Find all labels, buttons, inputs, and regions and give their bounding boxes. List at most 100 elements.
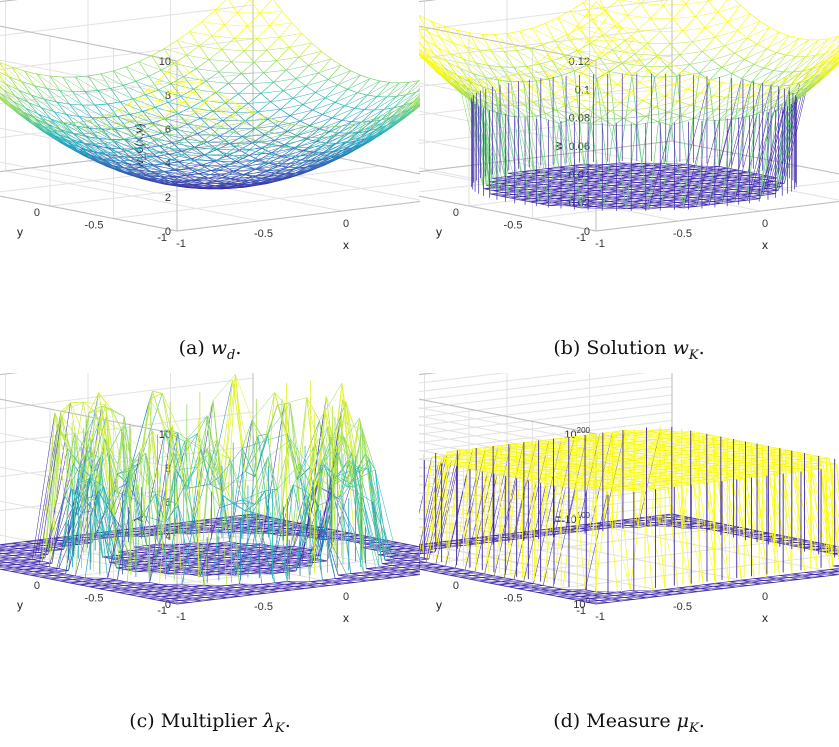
- mesh-edge: [710, 79, 723, 84]
- mesh-edge: [12, 555, 23, 558]
- mesh-edge: [443, 25, 454, 44]
- mesh-edge: [5, 549, 16, 553]
- mesh-edge: [354, 120, 368, 125]
- mesh-edge: [626, 206, 639, 210]
- mesh-edge: [548, 123, 560, 206]
- mesh-edge: [543, 98, 566, 106]
- mesh-edge: [229, 142, 253, 144]
- mesh-edge: [120, 160, 134, 169]
- mesh-edge: [174, 129, 185, 140]
- z-gridline: [419, 0, 671, 90]
- mesh-edge: [513, 105, 527, 118]
- mesh-edge: [147, 89, 171, 93]
- mesh-edge: [94, 143, 118, 153]
- mesh-edge: [155, 101, 169, 108]
- mesh-edge: [49, 120, 60, 123]
- mesh-edge: [676, 202, 687, 205]
- mesh-edge: [690, 104, 704, 109]
- mesh-edge: [734, 0, 741, 6]
- mesh-edge: [419, 53, 443, 75]
- mesh-edge: [82, 539, 95, 542]
- mesh-edge: [595, 1, 609, 16]
- mesh-edge: [600, 117, 614, 126]
- mesh-edge: [49, 75, 60, 91]
- mesh-edge: [452, 80, 466, 94]
- mesh-edge: [319, 136, 333, 139]
- mesh-edge: [18, 89, 29, 103]
- mesh-edge: [671, 168, 681, 172]
- mesh-edge: [814, 52, 838, 75]
- mesh-edge: [631, 189, 641, 192]
- mesh-edge: [424, 39, 438, 48]
- mesh-edge: [817, 57, 839, 78]
- mesh-edge: [519, 199, 530, 203]
- mesh-edge: [360, 122, 384, 138]
- mesh-edge: [98, 392, 112, 410]
- mesh-edge: [640, 0, 645, 4]
- z-gridline: [419, 83, 673, 175]
- mesh-edge: [720, 190, 731, 194]
- mesh-edge: [538, 189, 552, 192]
- mesh-edge: [556, 46, 570, 61]
- mesh-edge: [665, 174, 678, 177]
- mesh-edge: [478, 79, 502, 94]
- x-tick-label: -0.5: [254, 601, 273, 613]
- mesh-edge: [607, 176, 618, 180]
- mesh-edge: [256, 38, 267, 51]
- mesh-edge: [195, 109, 219, 112]
- mesh-edge: [229, 157, 240, 165]
- mesh-edge: [15, 550, 29, 553]
- mesh-edge: [211, 134, 224, 142]
- mesh-edge: [503, 51, 527, 67]
- mesh-edge: [406, 91, 417, 96]
- mesh-edge: [536, 115, 559, 124]
- mesh-edge: [419, 14, 432, 22]
- mesh-edge: [665, 175, 676, 179]
- mesh-edge: [706, 109, 717, 121]
- mesh-edge: [251, 182, 264, 185]
- mesh-edge: [740, 4, 751, 15]
- mesh-edge: [798, 38, 809, 41]
- mesh-edge: [97, 90, 121, 103]
- mesh-edge: [155, 429, 166, 536]
- mesh-edge: [110, 160, 124, 168]
- z-axis-label: w: [551, 141, 565, 151]
- mesh-edge: [220, 122, 244, 127]
- mesh-edge: [243, 50, 255, 63]
- mesh-edge: [292, 97, 304, 105]
- mesh-edge: [830, 57, 839, 69]
- mesh-edge: [230, 174, 244, 179]
- mesh-edge: [696, 119, 707, 207]
- mesh-edge: [488, 79, 502, 94]
- mesh-edge: [550, 187, 564, 191]
- mesh-edge: [662, 179, 673, 182]
- mesh-edge: [734, 43, 758, 54]
- mesh-edge: [59, 90, 73, 92]
- mesh-edge: [690, 95, 714, 106]
- mesh-edge: [203, 530, 216, 533]
- mesh-edge: [462, 58, 474, 74]
- mesh-edge: [98, 392, 109, 454]
- mesh-edge: [123, 139, 135, 150]
- z-tick-label: 0: [584, 226, 590, 238]
- mesh-edge: [763, 81, 774, 95]
- mesh-edge: [113, 66, 127, 72]
- mesh-edge: [137, 97, 151, 109]
- mesh-edge: [634, 43, 648, 55]
- mesh-edge: [532, 196, 546, 199]
- mesh-edge: [217, 178, 231, 182]
- mesh-edge: [44, 448, 68, 558]
- mesh-edge: [152, 162, 163, 167]
- mesh-edge: [232, 169, 256, 174]
- mesh-edge: [507, 171, 521, 174]
- mesh-edge: [284, 136, 295, 147]
- mesh-edge: [299, 147, 311, 157]
- mesh-edge: [28, 548, 42, 551]
- mesh-edge: [376, 118, 399, 135]
- mesh-edge: [539, 203, 550, 206]
- mesh-edge: [591, 179, 605, 183]
- mesh-edge: [319, 125, 343, 138]
- mesh-edge: [257, 101, 271, 113]
- mesh-edge: [283, 168, 294, 176]
- mesh-edge: [124, 135, 135, 140]
